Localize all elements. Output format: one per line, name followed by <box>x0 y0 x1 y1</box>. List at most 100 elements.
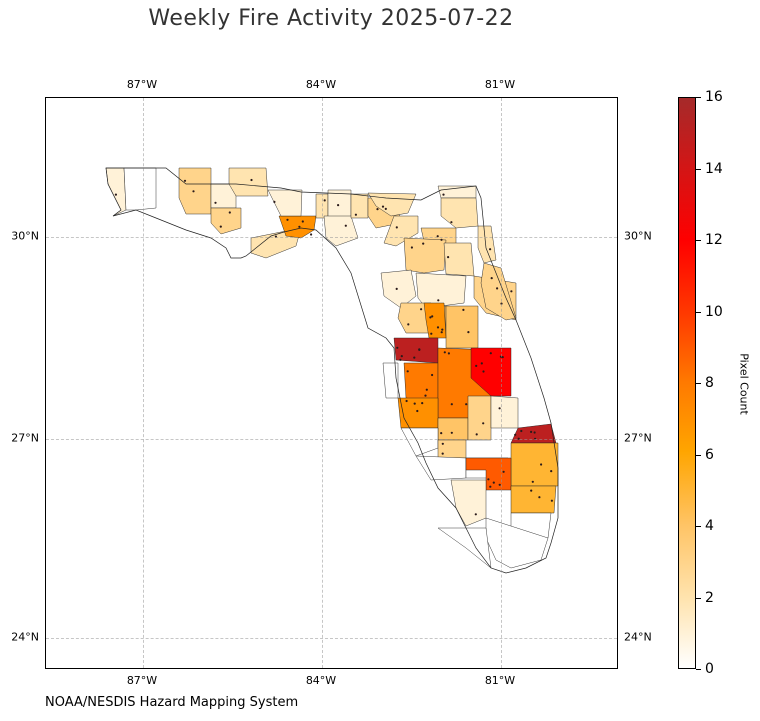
fire-detection-dot <box>487 478 490 481</box>
fire-detection-dot <box>430 332 433 335</box>
county-martin <box>510 442 559 487</box>
fire-detection-dot <box>420 308 423 311</box>
colorbar-tick-label: 10 <box>705 303 723 320</box>
county-santa-rosa <box>123 167 157 211</box>
county-alachua <box>403 237 447 274</box>
fire-detection-dot <box>286 218 289 221</box>
colorbar-tick <box>696 97 701 98</box>
lon-tick-top: 81°W <box>484 78 516 91</box>
county-bay <box>210 207 242 235</box>
lat-tick-left: 30°N <box>11 229 39 243</box>
florida-coastline <box>105 167 559 574</box>
fire-detection-dot <box>436 326 440 329</box>
fire-detection-dot <box>381 205 385 208</box>
fire-detection-dot <box>540 463 543 466</box>
map-frame <box>45 97 618 669</box>
lat-tick-right: 30°N <box>624 229 652 243</box>
fire-detection-dot <box>429 316 432 319</box>
gridline-lon-84 <box>322 98 323 668</box>
fire-detection-dot <box>440 238 443 241</box>
fire-detection-dot <box>399 358 402 361</box>
county-liberty <box>278 215 317 239</box>
fire-detection-dot <box>354 213 357 216</box>
gridline-lon-87 <box>143 98 144 668</box>
gridline-lat-30 <box>46 237 617 238</box>
county-hardee <box>437 417 469 441</box>
fire-detection-dot <box>301 220 304 223</box>
fire-detection-dot <box>396 346 399 349</box>
county-walton <box>178 167 212 215</box>
colorbar-tick-label: 0 <box>705 661 714 677</box>
fire-detection-dot <box>250 178 253 182</box>
fire-detection-dot <box>344 224 347 227</box>
fire-detection-dot <box>550 470 553 473</box>
county-hillsborough <box>403 362 439 404</box>
fire-detection-dot <box>421 402 424 405</box>
fire-detection-dot <box>410 246 413 249</box>
fire-detection-dot <box>424 394 427 397</box>
fire-detection-dot <box>228 211 231 214</box>
fire-detection-dot <box>490 277 493 280</box>
fire-detection-dot <box>436 235 439 238</box>
county-monroe <box>437 527 492 569</box>
fire-detection-dot <box>440 432 443 435</box>
fire-detection-dot <box>413 356 416 359</box>
colorbar-tick-label: 12 <box>705 232 723 248</box>
county-jackson <box>228 167 269 197</box>
fire-detection-dot <box>384 207 387 210</box>
colorbar-tick <box>696 526 701 527</box>
fire-detection-dot <box>406 370 409 373</box>
fire-detection-dot <box>310 233 313 236</box>
fire-detection-dot <box>442 193 445 196</box>
county-wakulla <box>267 189 303 217</box>
county-highlands <box>467 395 492 441</box>
lat-tick-right: 24°N <box>624 630 652 644</box>
fire-detection-dot <box>441 452 444 455</box>
county-nassau <box>437 185 477 199</box>
fire-detection-dot <box>441 442 444 445</box>
county-duval <box>440 197 479 229</box>
colorbar-tick <box>696 383 701 384</box>
fire-detection-dot <box>489 248 492 251</box>
colorbar-tick <box>696 669 701 670</box>
fire-detection-dot <box>437 299 440 302</box>
county-putnam <box>443 242 475 277</box>
colorbar-tick <box>696 311 701 313</box>
county-lake <box>445 305 479 349</box>
fire-detection-dot <box>418 348 421 351</box>
florida-county-map <box>105 167 559 574</box>
fire-detection-dot <box>273 200 276 203</box>
fire-detection-dot <box>405 399 408 403</box>
gridline-lat-27 <box>46 439 617 440</box>
fire-detection-dot <box>550 499 553 502</box>
fire-detection-dot <box>447 256 450 259</box>
fire-detection-dot <box>496 287 499 290</box>
county-palm-beach <box>510 485 557 514</box>
fire-detection-dot <box>214 201 217 204</box>
colorbar-tick <box>696 454 701 456</box>
fire-detection-dot <box>514 433 517 436</box>
fire-detection-dot <box>467 331 470 334</box>
lon-tick-bottom: 87°W <box>126 674 158 687</box>
fire-detection-dot <box>533 431 536 434</box>
colorbar-label: Pixel Count <box>737 353 751 415</box>
fire-detection-dot <box>498 407 501 410</box>
colorbar-tick-label: 2 <box>705 589 714 606</box>
fire-detection-dot <box>413 402 416 405</box>
colorbar-tick-label: 6 <box>705 446 714 463</box>
fire-detection-dot <box>498 483 501 486</box>
fire-detection-dot <box>219 225 222 228</box>
lat-tick-right: 27°N <box>624 431 652 445</box>
colorbar-tick <box>696 168 701 170</box>
lon-tick-bottom: 84°W <box>305 674 337 687</box>
county-pinellas <box>382 362 399 399</box>
fire-detection-dot <box>489 352 492 355</box>
fire-detection-dot <box>502 470 505 473</box>
fire-detection-dot <box>441 328 444 331</box>
lat-tick-left: 24°N <box>11 630 39 644</box>
fire-detection-dot <box>443 351 446 354</box>
fire-detection-dot <box>538 496 541 499</box>
county-marion <box>415 272 467 309</box>
county-madison <box>350 193 369 219</box>
fire-detection-dot <box>376 208 379 211</box>
